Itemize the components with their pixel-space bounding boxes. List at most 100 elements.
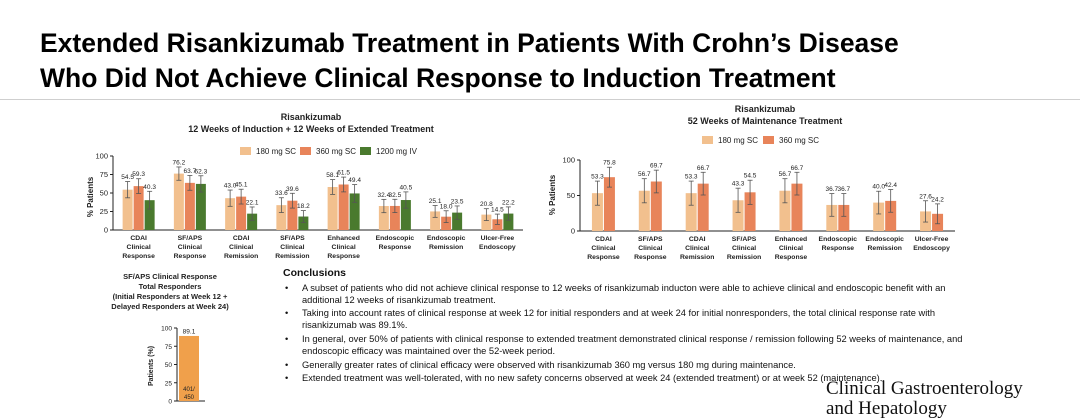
chart1-data-label: 14.5 — [491, 207, 504, 214]
chart1-data-label: 25.1 — [429, 198, 442, 205]
chart1-data-label: 32.4 — [378, 192, 391, 199]
chart1-bar — [122, 189, 133, 230]
chart2-x-tick-label: SF/APS — [732, 236, 757, 243]
chart1-y-tick-label: 25 — [100, 207, 108, 216]
chart-extended-treatment: Risankizumab 12 Weeks of Induction + 12 … — [86, 112, 523, 260]
chart1-x-tick-label: Clinical — [229, 244, 253, 251]
chart3-bar — [179, 335, 199, 401]
chart1-x-tick-label: CDAI — [130, 235, 147, 242]
chart2-legend-label: 180 mg SC — [718, 136, 758, 145]
chart3-y-tick-label: 25 — [165, 380, 173, 387]
page-title: Extended Risankizumab Treatment in Patie… — [40, 26, 1060, 96]
chart1-data-label: 76.2 — [173, 159, 186, 166]
chart1-bar — [133, 186, 144, 230]
chart1-x-tick-label: Clinical — [178, 244, 202, 251]
chart1-data-label: 40.3 — [143, 184, 156, 191]
chart2-data-label: 36.7 — [825, 186, 838, 193]
title-divider — [0, 99, 1080, 100]
chart2-x-tick-label: Endoscopic — [865, 236, 904, 243]
conclusion-item: • A subset of patients who did not achiev… — [283, 283, 983, 307]
chart2-x-tick-label: Clinical — [685, 245, 709, 252]
chart2-x-tick-label: Response — [822, 245, 855, 252]
chart3-title-line1: SF/APS Clinical Response — [123, 272, 217, 281]
chart1-data-label: 39.6 — [286, 186, 299, 193]
chart1-x-tick-label: Response — [379, 244, 412, 251]
chart2-data-label: 27.6 — [919, 193, 932, 200]
chart3-title-line2: Total Responders — [139, 282, 202, 291]
chart1-bar — [430, 211, 441, 230]
conclusions-section: Conclusions • A subset of patients who di… — [283, 267, 983, 387]
chart1-legend: 180 mg SC 360 mg SC 1200 mg IV — [240, 147, 418, 156]
chart2-data-label: 75.8 — [603, 160, 616, 167]
chart2-bar — [873, 202, 885, 231]
chart2-x-tick-label: Remission — [680, 254, 714, 261]
chart1-legend-label: 1200 mg IV — [376, 147, 418, 156]
chart1-title: Risankizumab — [281, 112, 342, 122]
conclusion-text: A subset of patients who did not achieve… — [302, 282, 946, 305]
conclusions-heading: Conclusions — [283, 267, 347, 279]
chart1-x-tick-label: Ulcer-Free — [481, 235, 515, 242]
chart-total-responders: SF/APS Clinical Response Total Responder… — [111, 272, 229, 406]
chart2-data-label: 36.7 — [837, 186, 850, 193]
chart2-x-tick-label: Clinical — [591, 245, 615, 252]
chart2-subtitle: 52 Weeks of Maintenance Treatment — [688, 116, 842, 126]
chart3-bars: 89.1 401/450 — [179, 328, 199, 401]
chart2-x-tick-label: Endoscopy — [913, 245, 950, 252]
chart2-x-tick-label: Clinical — [732, 245, 756, 252]
chart1-x-tick-label: SF/APS — [178, 235, 203, 242]
chart1-x-tick-label: Endoscopy — [479, 244, 516, 251]
chart2-x-tick-label: Remission — [868, 245, 902, 252]
chart1-bar — [276, 205, 287, 230]
chart2-bar — [638, 190, 650, 231]
chart1-bars: 54.559.3 40.3 76.2 63.762.3 43.045.1 22.1 33.6… — [121, 159, 515, 230]
chart2-bar — [791, 183, 803, 231]
chart1-data-label: 49.4 — [348, 177, 361, 184]
conclusion-item: • Taking into account rates of clinical r… — [283, 308, 983, 332]
chart2-x-tick-label: Endoscopic — [819, 236, 858, 243]
conclusion-item: • In general, over 50% of patients with c… — [283, 334, 983, 358]
chart1-x-tick-label: Endoscopic — [427, 235, 466, 242]
chart2-legend-swatch — [702, 136, 713, 144]
chart1-bar — [247, 213, 258, 230]
chart3-axes: 0 25 50 75 100 — [161, 326, 205, 406]
chart3-title-line4: Delayed Responders at Week 24) — [111, 302, 229, 311]
chart1-x-tick-label: Response — [327, 253, 360, 260]
chart1-legend-swatch — [240, 147, 251, 155]
page-title-line2: Who Did Not Achieve Clinical Response to… — [40, 63, 836, 93]
chart3-y-tick-label: 50 — [165, 362, 173, 369]
chart1-data-label: 62.3 — [195, 168, 208, 175]
chart2-data-label: 56.7 — [779, 171, 792, 178]
chart2-x-tick-label: Clinical — [638, 245, 662, 252]
chart2-bar — [826, 204, 838, 231]
conclusions-list: • A subset of patients who did not achiev… — [283, 283, 983, 385]
chart1-bar — [452, 212, 463, 230]
chart1-x-tick-label: Remission — [429, 244, 463, 251]
chart1-x-tick-label: CDAI — [233, 235, 250, 242]
chart2-y-tick-label: 0 — [571, 227, 575, 236]
chart3-title-line3: (Initial Responders at Week 12 + — [113, 292, 228, 301]
chart1-data-label: 33.6 — [275, 190, 288, 197]
conclusion-text: Generally greater rates of clinical effi… — [302, 359, 796, 370]
conclusion-item: • Extended treatment was well-tolerated, … — [283, 373, 983, 385]
bullet-marker: • — [285, 308, 289, 319]
chart2-y-tick-label: 100 — [562, 156, 575, 165]
chart3-y-tick-label: 0 — [168, 399, 172, 406]
chart2-bar — [779, 190, 791, 231]
chart2-bar — [685, 193, 697, 231]
chart2-title: Risankizumab — [735, 104, 796, 114]
chart1-legend-label: 180 mg SC — [256, 147, 296, 156]
chart1-x-tick-label: Remission — [224, 253, 258, 260]
chart1-subtitle: 12 Weeks of Induction + 12 Weeks of Exte… — [188, 124, 434, 134]
chart1-bar — [298, 216, 309, 230]
chart1-x-tick-label: Endoscopic — [376, 235, 415, 242]
chart2-data-label: 40.0 — [872, 184, 885, 191]
chart1-bar — [287, 200, 298, 230]
chart1-legend-label: 360 mg SC — [316, 147, 356, 156]
chart1-data-label: 18.0 — [440, 203, 453, 210]
chart1-data-label: 58.1 — [326, 172, 339, 179]
chart2-bar — [885, 200, 897, 231]
chart2-data-label: 66.7 — [697, 165, 710, 172]
chart2-legend-swatch — [763, 136, 774, 144]
chart1-bar — [503, 213, 514, 230]
chart1-y-axis-label: % Patients — [86, 176, 95, 217]
